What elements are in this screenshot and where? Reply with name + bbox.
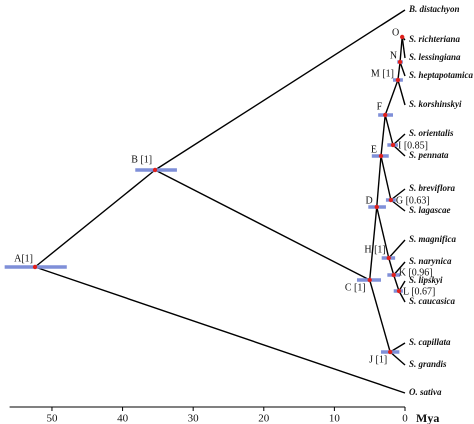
branch: [392, 133, 406, 146]
branch: [376, 155, 382, 208]
node-point: [367, 277, 372, 283]
branch: [389, 351, 406, 366]
branch: [154, 9, 406, 171]
tip-label: S. lipskyi: [409, 275, 443, 285]
node-label: A[1]: [14, 253, 33, 264]
tip-label: S. lessingiana: [409, 52, 461, 62]
node-label: L [0.67]: [403, 286, 435, 297]
tip-label: S. korshinskyi: [409, 99, 462, 109]
node-label: N: [390, 50, 397, 61]
tip-label: S. richteriana: [409, 34, 461, 44]
node-point: [383, 112, 388, 118]
node-label: D: [366, 195, 373, 206]
branch: [392, 144, 406, 157]
node-point: [388, 197, 394, 203]
tip-label: S. breviflora: [409, 183, 455, 193]
tip-label: B. distachyon: [408, 4, 460, 14]
x-tick-label: 20: [258, 413, 270, 424]
node-label: C [1]: [345, 282, 366, 293]
tip-label: S. narynica: [409, 256, 452, 266]
branch: [384, 114, 394, 146]
branch: [388, 257, 395, 276]
tip-label: S. heptapotamica: [409, 70, 474, 80]
node-point: [399, 34, 405, 40]
node-point: [397, 59, 403, 65]
branch: [34, 266, 406, 394]
x-tick-label: 0: [402, 413, 408, 424]
x-tick-label: 30: [188, 413, 200, 424]
node-label: G [0.63]: [396, 195, 430, 206]
node-point: [374, 204, 379, 210]
node-point: [390, 142, 396, 148]
branch: [388, 239, 406, 259]
branch: [384, 79, 399, 116]
node-label: F: [377, 101, 383, 112]
node-point: [152, 167, 158, 173]
node-point: [378, 153, 384, 159]
node-point: [391, 272, 396, 278]
branch: [393, 274, 400, 292]
branch: [380, 155, 392, 201]
tip-label: S. magnifica: [409, 234, 457, 244]
x-tick-label: 10: [329, 413, 341, 424]
x-tick-label: 50: [46, 413, 58, 424]
node-label: O: [392, 27, 399, 38]
x-tick-label: 40: [117, 413, 129, 424]
branch: [369, 279, 391, 353]
branch: [154, 169, 371, 281]
branch: [399, 36, 403, 63]
branch: [399, 61, 406, 77]
node-label: B [1]: [131, 154, 152, 165]
node-point: [395, 77, 401, 83]
tip-label: S. caucasica: [409, 296, 455, 306]
branch: [390, 188, 406, 201]
branch: [34, 169, 156, 268]
branch: [397, 61, 401, 81]
node-point: [32, 264, 38, 270]
tip-label: S. lagascae: [409, 205, 451, 215]
tip-label: S. orientalis: [409, 128, 454, 138]
tip-label: S. grandis: [409, 359, 447, 369]
node-label: I [0.85]: [398, 140, 428, 151]
branch: [376, 206, 390, 259]
branch: [397, 79, 406, 106]
tip-label: O. sativa: [409, 387, 442, 397]
node-point: [386, 255, 391, 261]
x-axis-label: Mya: [416, 411, 439, 424]
node-label: H [1]: [364, 244, 385, 255]
branch: [401, 36, 406, 59]
node-label: M [1]: [371, 68, 394, 79]
node-point: [387, 349, 393, 355]
node-point: [396, 288, 402, 294]
tip-label: S. capillata: [409, 337, 451, 347]
branch: [393, 261, 406, 276]
node-label: J [1]: [369, 354, 387, 365]
branch: [380, 114, 386, 157]
branch: [368, 206, 378, 281]
node-label: E: [371, 144, 377, 155]
branch: [390, 199, 406, 212]
node-label: K [0.96]: [399, 267, 433, 278]
tip-label: S. pennata: [409, 150, 449, 160]
